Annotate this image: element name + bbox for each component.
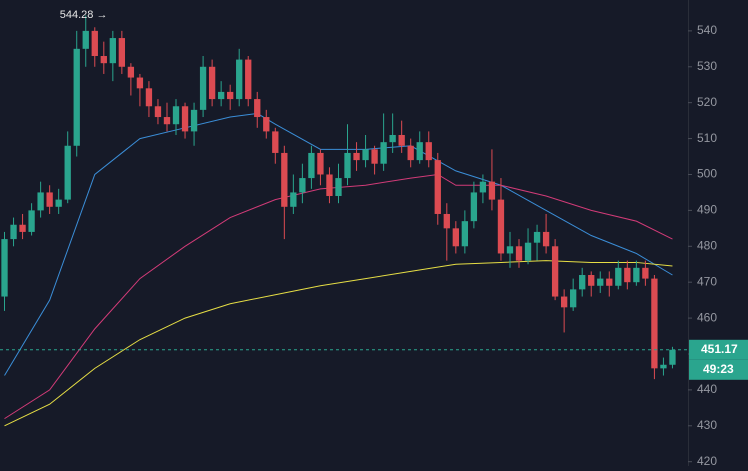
candle-body xyxy=(533,231,541,243)
candle-body xyxy=(597,278,604,286)
y-tick-label: 490 xyxy=(697,203,717,217)
candle-body xyxy=(91,30,98,57)
candle-body xyxy=(425,142,432,161)
candle-body xyxy=(624,267,631,283)
candle-body xyxy=(353,152,360,161)
candle-body xyxy=(542,231,550,247)
candle-body xyxy=(416,142,423,161)
y-tick-label: 530 xyxy=(697,59,717,73)
y-tick-label: 480 xyxy=(697,238,717,252)
candle-body xyxy=(236,59,243,100)
candle-body xyxy=(10,224,17,240)
candle-body xyxy=(190,109,198,132)
candle-body xyxy=(362,149,369,161)
candle-body xyxy=(579,275,586,290)
candle-body xyxy=(371,149,378,164)
high-annotation: 544.28 → xyxy=(60,9,108,21)
candle-body xyxy=(263,117,270,132)
candle-body xyxy=(163,117,171,125)
candle-body xyxy=(488,181,496,200)
y-tick-label: 430 xyxy=(697,418,717,432)
candle-body xyxy=(281,152,288,207)
candle-body xyxy=(326,174,333,197)
candle-body xyxy=(570,289,577,308)
candle-body xyxy=(551,246,559,297)
candle-body xyxy=(479,181,487,193)
candle-body xyxy=(669,349,676,365)
candle-body xyxy=(73,48,80,146)
candle-body xyxy=(434,160,441,214)
candle-body xyxy=(506,246,514,254)
countdown-label: 49:23 xyxy=(703,362,734,376)
candle-body xyxy=(227,91,234,100)
y-tick-label: 470 xyxy=(697,274,717,288)
candle-body xyxy=(19,224,26,232)
candle-body xyxy=(64,145,71,200)
candle-body xyxy=(254,99,261,118)
candle-body xyxy=(398,134,405,146)
candle-body xyxy=(145,88,153,107)
candle-body xyxy=(82,30,89,49)
candle-body xyxy=(272,131,279,153)
candle-body xyxy=(606,278,613,286)
price-tag xyxy=(689,339,748,360)
candle-body xyxy=(136,77,144,89)
candle-body xyxy=(109,38,116,64)
candle-body xyxy=(127,66,135,78)
candle-body xyxy=(588,275,595,286)
candle-body xyxy=(28,210,35,232)
candle-body xyxy=(651,278,658,369)
y-tick-label: 440 xyxy=(697,382,717,396)
last-price-label: 451.17 xyxy=(701,342,738,356)
candle-body xyxy=(497,199,505,254)
candle-body xyxy=(461,221,469,247)
y-tick-label: 420 xyxy=(697,454,717,466)
candle-body xyxy=(335,178,342,197)
candle-body xyxy=(560,296,568,308)
candle-body xyxy=(100,56,107,64)
candle-body xyxy=(46,192,53,207)
candle-body xyxy=(118,38,126,67)
candle-body xyxy=(208,66,216,100)
candle-body xyxy=(245,59,252,100)
candle-body xyxy=(470,192,478,222)
candle-body xyxy=(37,192,44,211)
candle-body xyxy=(407,145,414,161)
moving-average-line xyxy=(4,173,673,420)
y-tick-label: 500 xyxy=(697,167,717,181)
candle-body xyxy=(633,267,640,283)
y-tick-label: 540 xyxy=(697,23,717,37)
candle-body xyxy=(55,199,62,207)
candle-body xyxy=(660,364,667,369)
candle-body xyxy=(380,142,387,164)
candle-body xyxy=(299,178,306,193)
candle-body xyxy=(308,152,315,179)
y-tick-label: 460 xyxy=(697,310,717,324)
y-tick-label: 520 xyxy=(697,95,717,109)
candle-body xyxy=(1,239,8,297)
candle-body xyxy=(181,106,189,132)
candle-body xyxy=(199,66,207,110)
candle-body xyxy=(642,267,649,279)
candle-body xyxy=(389,134,396,143)
candle-body xyxy=(452,228,459,247)
candle-body xyxy=(615,267,622,286)
y-tick-label: 510 xyxy=(697,131,717,145)
candle-body xyxy=(443,213,450,229)
candle-body xyxy=(344,152,351,179)
candle-body xyxy=(217,91,225,100)
countdown-tag xyxy=(689,359,748,380)
candle-body xyxy=(524,242,532,261)
moving-average-line xyxy=(4,260,673,427)
candle-body xyxy=(290,192,297,207)
candle-body xyxy=(154,106,162,118)
candle-body xyxy=(317,152,324,175)
candle-body xyxy=(172,106,180,125)
candle-body xyxy=(515,246,523,261)
